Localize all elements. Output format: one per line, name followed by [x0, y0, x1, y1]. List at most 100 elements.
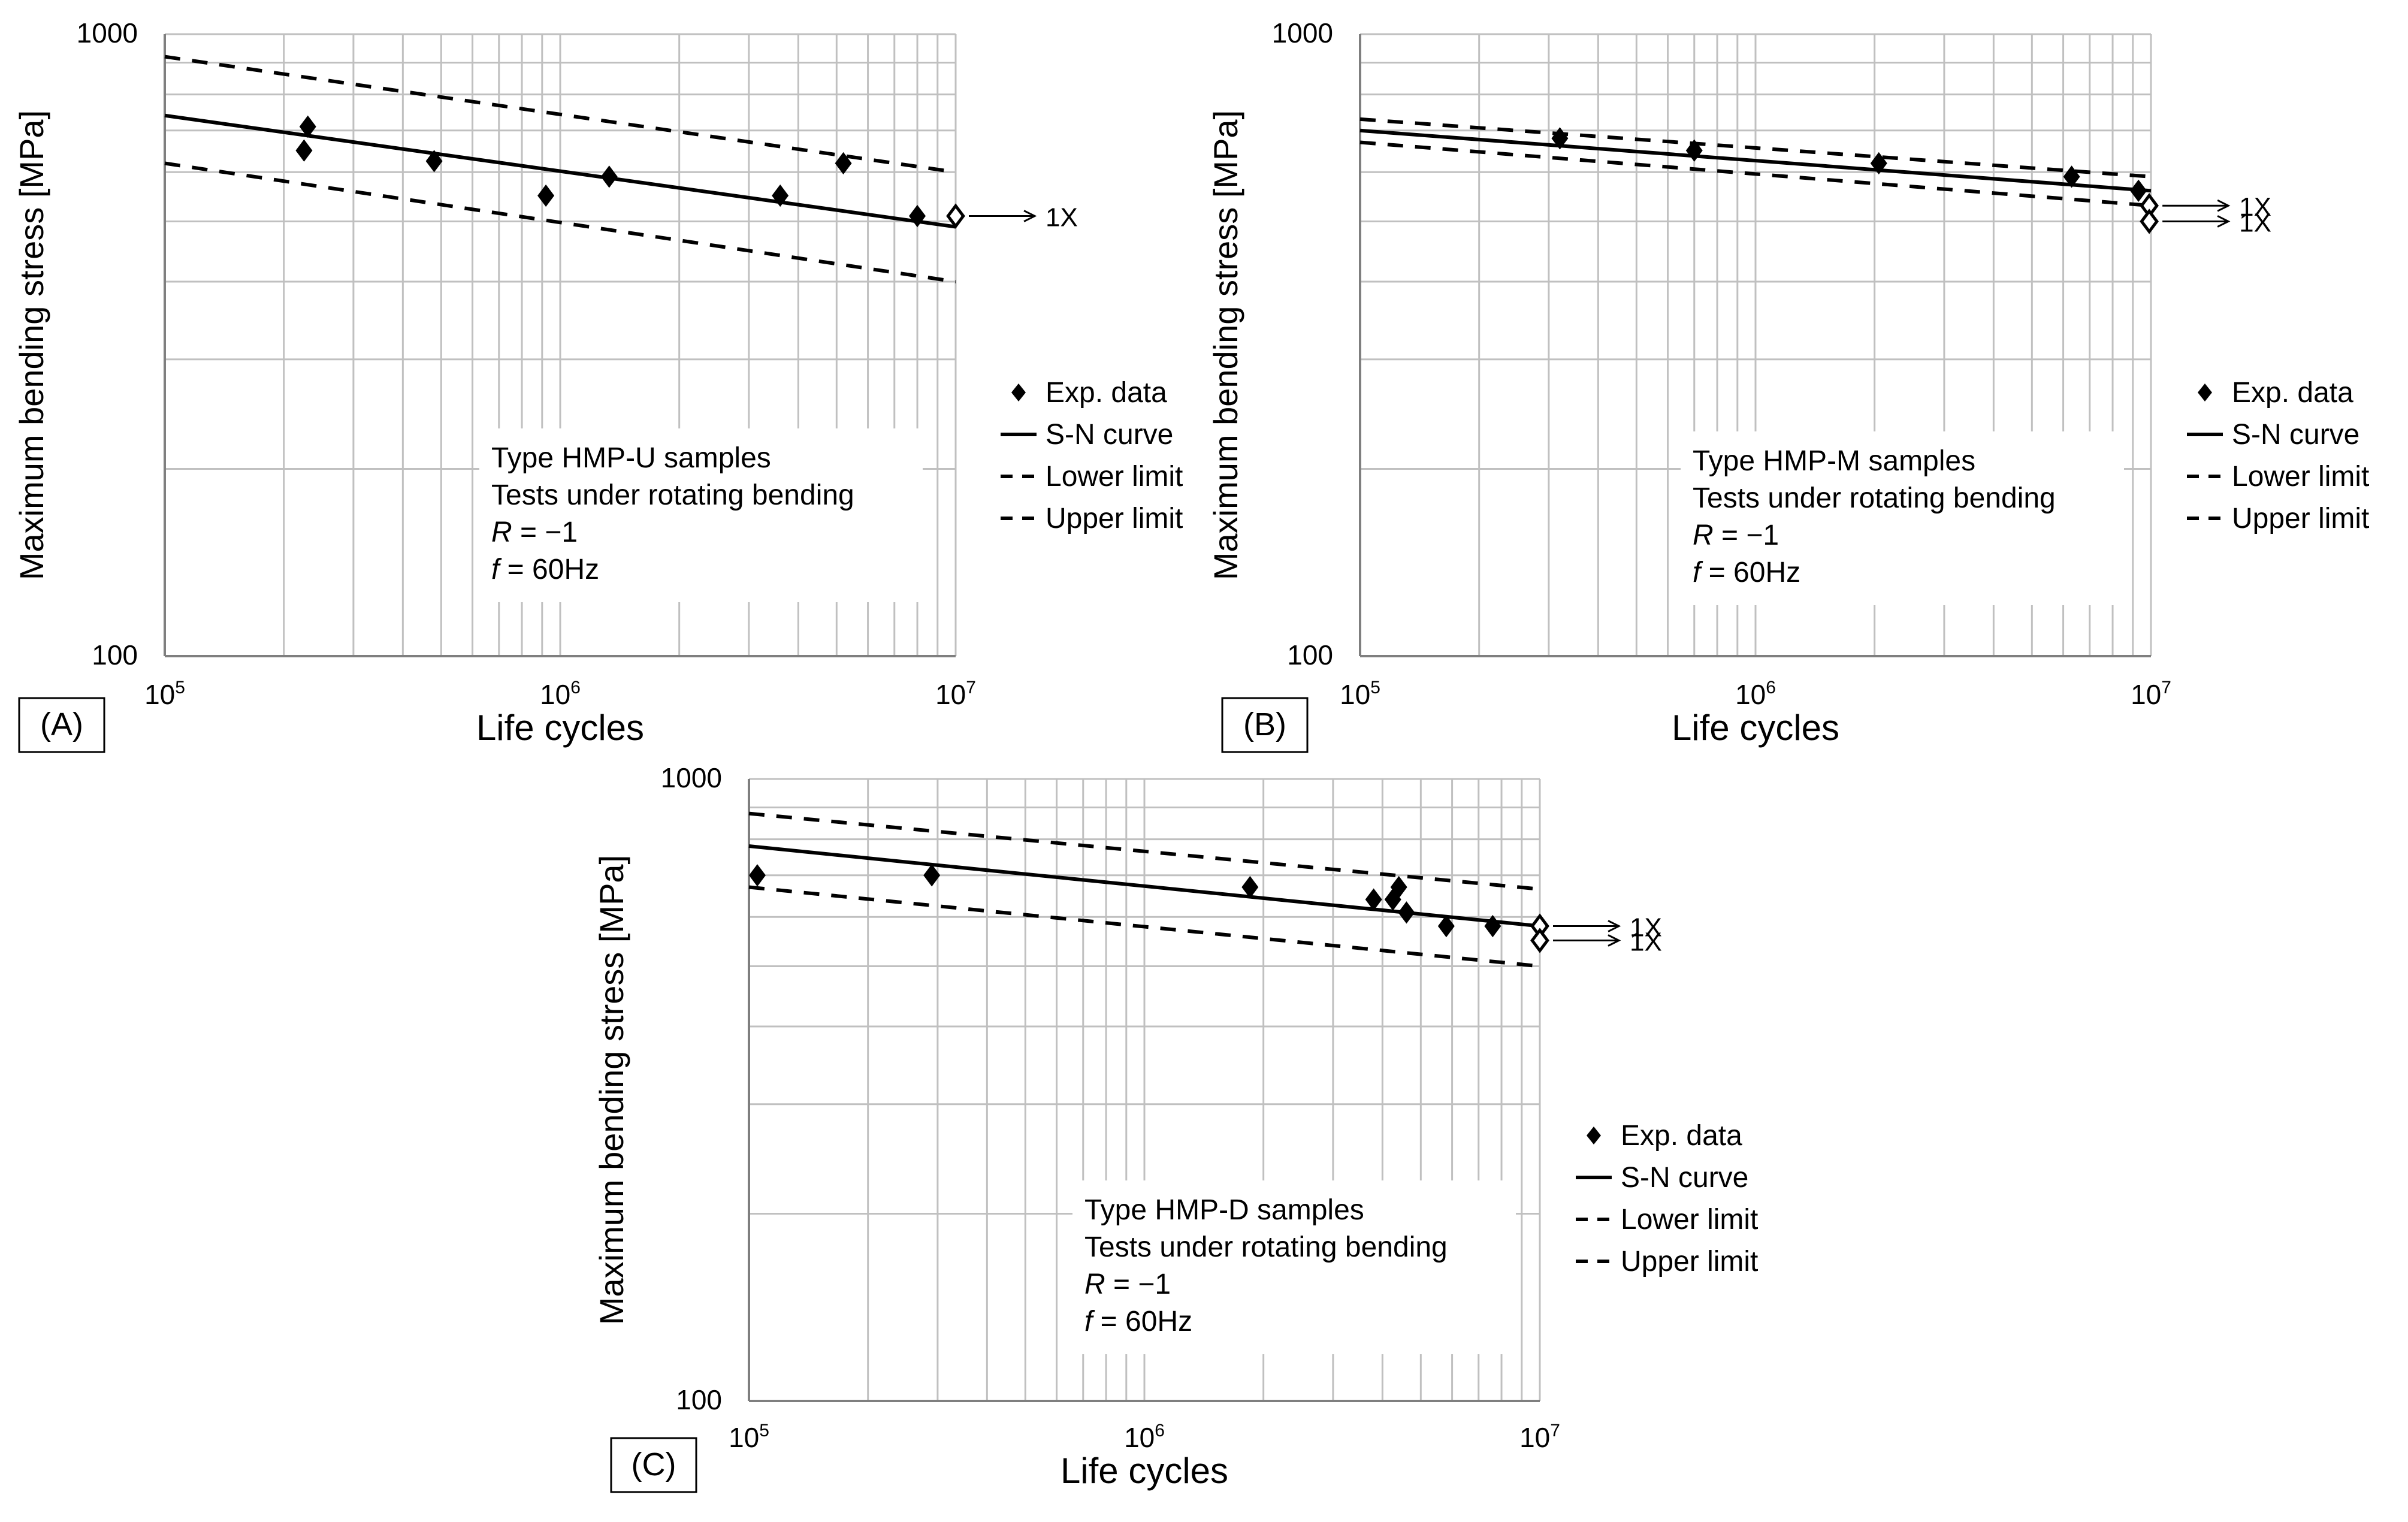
x-tick-label: 107: [935, 678, 976, 710]
legend-marker: [1587, 1127, 1601, 1144]
runout-arrowhead: [1023, 210, 1037, 222]
upper-limit-line: [748, 811, 1540, 891]
runout-label: 1X: [2239, 208, 2271, 237]
runout-label: 1X: [1630, 928, 1662, 957]
data-point: [1365, 888, 1382, 911]
data-point: [909, 204, 926, 228]
annotation-box: [479, 428, 923, 602]
test-condition: Tests under rotating bending: [1693, 482, 2056, 514]
x-axis-title: Life cycles: [1672, 708, 1839, 748]
chart-title: Type HMP-M samples: [1693, 445, 1975, 477]
runout-label: 1X: [1630, 913, 1662, 943]
frequency: f = 60Hz: [1084, 1306, 1192, 1337]
data-point: [835, 152, 852, 175]
panel-label-box: [18, 697, 105, 753]
data-point: [1398, 901, 1415, 924]
data-point: [772, 184, 789, 207]
y-axis-title: Maximum bending stress [MPa]: [593, 855, 630, 1325]
data-point: [1870, 152, 1887, 175]
runout-point: [946, 203, 965, 229]
x-tick-label: 105: [144, 678, 185, 710]
data-point: [748, 864, 766, 887]
runout-label: 1X: [1046, 203, 1078, 232]
legend-marker: [2198, 383, 2212, 401]
lower-limit-line: [164, 161, 956, 284]
chart-title: Type HMP-D samples: [1084, 1194, 1364, 1226]
frequency: f = 60Hz: [1693, 557, 1800, 588]
data-point: [1241, 875, 1259, 899]
x-tick-label: 107: [1519, 1421, 1560, 1453]
annotation-box: [1681, 431, 2124, 605]
x-axis-title: Life cycles: [1061, 1451, 1228, 1491]
data-point: [2130, 179, 2147, 203]
panel-label: (C): [632, 1446, 676, 1482]
annotation-box: [1072, 1180, 1516, 1354]
panel-label-box: [1221, 697, 1309, 753]
lower-limit-line: [748, 885, 1540, 968]
x-axis-title: Life cycles: [476, 708, 644, 748]
runout-point: [1530, 928, 1549, 953]
y-tick-label: 100: [676, 1384, 722, 1415]
legend-label: S-N curve: [1621, 1162, 1748, 1194]
legend: Exp. data S-N curve Lower limit Upper limit: [1001, 377, 1183, 534]
frequency: f = 60Hz: [491, 554, 599, 585]
stress-ratio: R = −1: [1693, 520, 1779, 551]
data-point: [425, 150, 443, 173]
y-axis-title: Maximum bending stress [MPa]: [13, 110, 50, 580]
runout-point: [2140, 209, 2159, 234]
y-tick-label: 1000: [77, 17, 138, 49]
runout-arrowhead: [2217, 215, 2231, 228]
runout-arrowhead: [1608, 934, 1621, 947]
x-tick-label: 105: [729, 1421, 769, 1453]
y-tick-label: 100: [1287, 639, 1333, 671]
panel-label: (A): [40, 706, 83, 742]
data-point: [923, 864, 941, 887]
sn-curve-line: [1359, 128, 2152, 193]
data-point: [600, 165, 618, 188]
data-point: [299, 115, 316, 138]
legend-label: Exp. data: [1046, 377, 1167, 409]
panel-label-box: [610, 1437, 697, 1493]
sn-curve-line: [164, 113, 956, 229]
runout-arrowhead: [2217, 199, 2231, 212]
runout-arrowhead: [1608, 920, 1621, 932]
legend-label: Lower limit: [1621, 1204, 1758, 1236]
legend-label: S-N curve: [1046, 419, 1173, 451]
legend-label: Upper limit: [2232, 503, 2369, 534]
y-tick-label: 100: [92, 639, 138, 671]
y-tick-label: 1000: [661, 762, 722, 793]
legend-label: Exp. data: [2232, 377, 2353, 409]
legend: Exp. data S-N curve Lower limit Upper limit: [2187, 377, 2369, 534]
stress-ratio: R = −1: [491, 517, 578, 548]
upper-limit-line: [164, 55, 956, 174]
legend-label: Lower limit: [1046, 461, 1183, 493]
lower-limit-line: [1359, 140, 2152, 208]
legend-label: Upper limit: [1046, 503, 1183, 534]
data-point: [295, 139, 313, 162]
legend-label: S-N curve: [2232, 419, 2359, 451]
test-condition: Tests under rotating bending: [491, 479, 854, 511]
data-point: [1390, 875, 1407, 899]
data-point: [1685, 139, 1703, 162]
x-tick-label: 106: [1124, 1421, 1165, 1453]
legend-label: Exp. data: [1621, 1120, 1742, 1152]
x-tick-label: 107: [2131, 678, 2171, 710]
x-tick-label: 106: [1735, 678, 1776, 710]
stress-ratio: R = −1: [1084, 1269, 1171, 1300]
x-tick-label: 106: [540, 678, 581, 710]
legend-label: Lower limit: [2232, 461, 2369, 493]
data-point: [1484, 914, 1501, 938]
legend-label: Upper limit: [1621, 1246, 1758, 1278]
test-condition: Tests under rotating bending: [1084, 1231, 1448, 1263]
panel-label: (B): [1243, 706, 1286, 742]
y-axis-title: Maximum bending stress [MPa]: [1207, 110, 1244, 580]
runout-label: 1X: [2239, 192, 2271, 222]
data-point: [2063, 165, 2080, 188]
chart-title: Type HMP-U samples: [491, 442, 771, 474]
data-point: [1551, 127, 1569, 150]
data-point: [537, 184, 555, 207]
legend-marker: [1011, 383, 1026, 401]
